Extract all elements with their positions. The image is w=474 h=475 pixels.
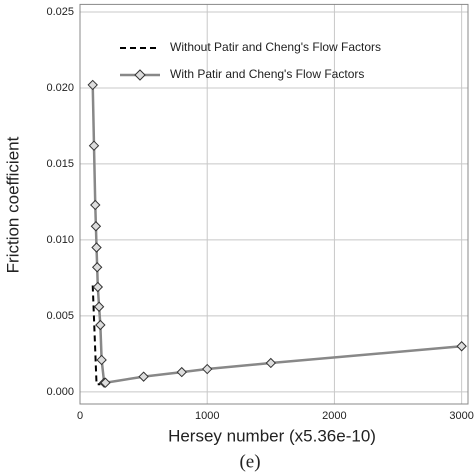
y-tick-label: 0.015 bbox=[46, 158, 74, 170]
caption: (e) bbox=[239, 451, 260, 472]
data-point bbox=[100, 377, 111, 388]
x-tick-label: 1000 bbox=[195, 410, 219, 422]
data-point bbox=[93, 301, 105, 312]
data-point bbox=[176, 366, 187, 378]
y-tick-label: 0.000 bbox=[46, 386, 74, 398]
legend-label: Without Patir and Cheng's Flow Factors bbox=[170, 40, 381, 54]
data-point bbox=[91, 242, 102, 253]
data-point bbox=[87, 79, 98, 91]
x-tick-label: 0 bbox=[77, 410, 83, 422]
plot-frame bbox=[79, 3, 469, 405]
legend-label: With Patir and Cheng's Flow Factors bbox=[170, 67, 364, 81]
data-point bbox=[90, 199, 101, 211]
y-tick-label: 0.025 bbox=[46, 6, 74, 18]
data-point bbox=[88, 140, 100, 151]
data-point bbox=[96, 354, 107, 366]
y-tick-label: 0.010 bbox=[46, 234, 74, 246]
data-point bbox=[456, 341, 467, 352]
data-point bbox=[95, 319, 106, 331]
data-point bbox=[138, 371, 149, 382]
data-point bbox=[92, 281, 104, 293]
x-tick-label: 3000 bbox=[449, 410, 473, 422]
data-point bbox=[90, 221, 102, 232]
series-line bbox=[91, 84, 462, 384]
series-line bbox=[91, 285, 101, 386]
x-tick-label: 2000 bbox=[322, 410, 346, 422]
y-tick-label: 0.005 bbox=[46, 310, 74, 322]
data-point bbox=[91, 262, 103, 273]
data-point bbox=[202, 363, 213, 375]
y-axis-label: Friction coefficient bbox=[3, 136, 22, 273]
data-point bbox=[265, 357, 277, 369]
y-tick-label: 0.020 bbox=[46, 82, 74, 94]
legend-marker bbox=[134, 69, 146, 81]
x-axis-label: Hersey number (x5.36e-10) bbox=[168, 426, 376, 445]
